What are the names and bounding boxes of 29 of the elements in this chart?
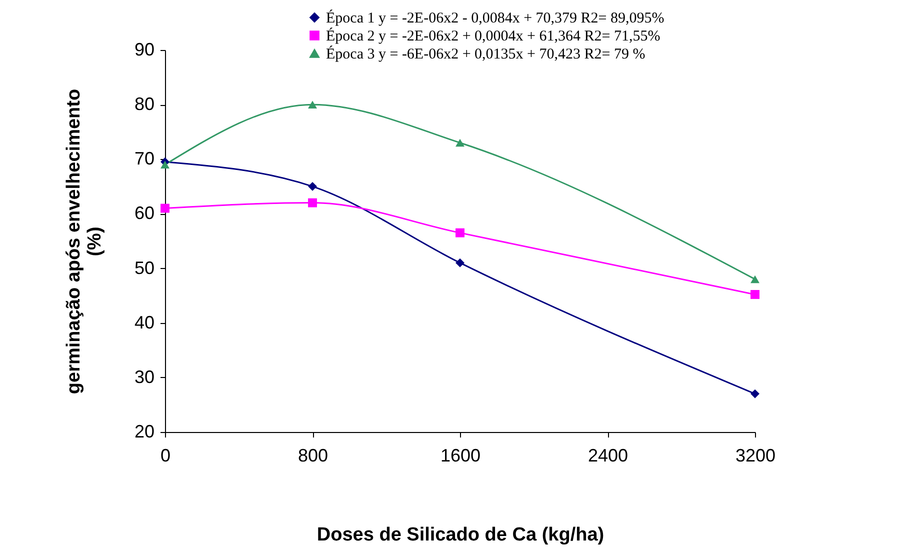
y-tick-label: 20 (134, 422, 154, 442)
y-tick-label: 50 (134, 258, 154, 278)
x-tick-label: 2400 (588, 446, 628, 466)
point (308, 198, 317, 208)
point (750, 389, 760, 398)
point (750, 275, 760, 284)
y-tick-label: 90 (134, 40, 154, 60)
y-tick-label: 40 (134, 312, 154, 332)
point (308, 100, 317, 108)
point (160, 160, 170, 168)
legend-label: Época 3 y = -6E-06x2 + 0,0135x + 70,423 R2= 79 % (326, 46, 646, 62)
point (456, 228, 464, 238)
x-tick-label: 3200 (735, 446, 776, 466)
legend-label: Época 1 y = -2E-06x2 - 0,0084x + 70,379 R2= 89,095% (326, 10, 664, 26)
point (308, 182, 317, 191)
point (456, 258, 464, 268)
y-tick-label: 70 (134, 148, 154, 169)
y-axis-title: germinação após envelhecimento (%) (63, 88, 106, 394)
point (160, 204, 170, 213)
legend-label: Época 2 y = -2E-06x2 + 0,0004x + 61,364 R2= 71,55% (326, 28, 660, 44)
x-tick-label: 800 (298, 446, 328, 466)
x-axis-title: Doses de Silicado de Ca (kg/ha) (316, 524, 604, 546)
point (456, 138, 464, 147)
y-tick-label: 80 (134, 94, 154, 114)
x-tick-label: 1600 (440, 446, 481, 466)
x-tick-label: 0 (160, 446, 171, 466)
point (750, 290, 760, 299)
y-tick-label: 30 (134, 366, 154, 387)
y-tick-label: 60 (134, 203, 154, 224)
